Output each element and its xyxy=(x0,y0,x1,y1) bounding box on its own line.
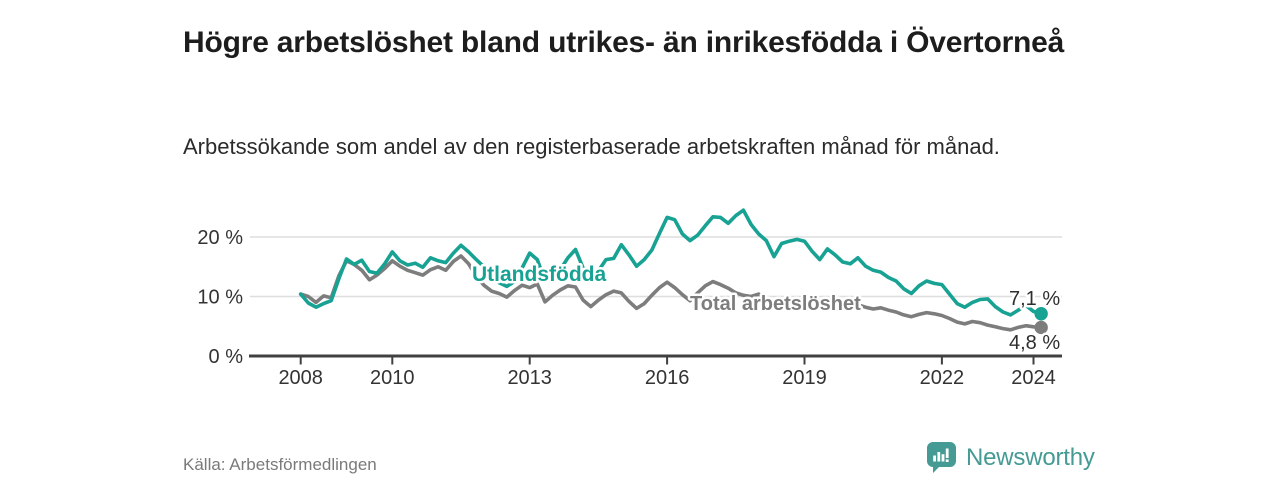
chart-annotation: 7,1 % xyxy=(1009,288,1060,310)
x-axis-tick-label: 2013 xyxy=(507,367,552,389)
series-line-utlandsf-dda xyxy=(298,208,1043,317)
x-axis-tick-label: 2019 xyxy=(782,367,827,389)
y-axis-tick-label: 0 % xyxy=(209,346,244,368)
y-axis-tick-label: 10 % xyxy=(197,287,243,309)
chart-subtitle: Arbetssökande som andel av den registerb… xyxy=(183,134,1000,159)
series-line-total-arbetsl-shet xyxy=(298,254,1043,332)
newsworthy-logo: Newsworthy xyxy=(926,441,1095,474)
brand-wordmark: Newsworthy xyxy=(966,443,1095,471)
x-axis-tick-label: 2016 xyxy=(645,367,690,389)
chart-annotation: Utlandsfödda xyxy=(472,263,606,286)
x-axis-tick-label: 2010 xyxy=(370,367,415,389)
x-axis-tick-label: 2024 xyxy=(1011,367,1056,389)
chart-annotation: Total arbetslöshet xyxy=(690,293,861,315)
x-axis-tick-label: 2022 xyxy=(920,367,965,389)
y-axis-tick-label: 20 % xyxy=(197,227,243,249)
chart-annotation: 4,8 % xyxy=(1009,332,1060,354)
newsworthy-bars-icon xyxy=(927,442,956,473)
series-end-dot xyxy=(1034,320,1048,335)
page-title: Högre arbetslöshet bland utrikes- än inr… xyxy=(183,26,1065,60)
source-attribution: Källa: Arbetsförmedlingen xyxy=(183,455,377,474)
series-end-dot xyxy=(1034,307,1048,321)
x-axis-tick-label: 2008 xyxy=(278,367,323,389)
